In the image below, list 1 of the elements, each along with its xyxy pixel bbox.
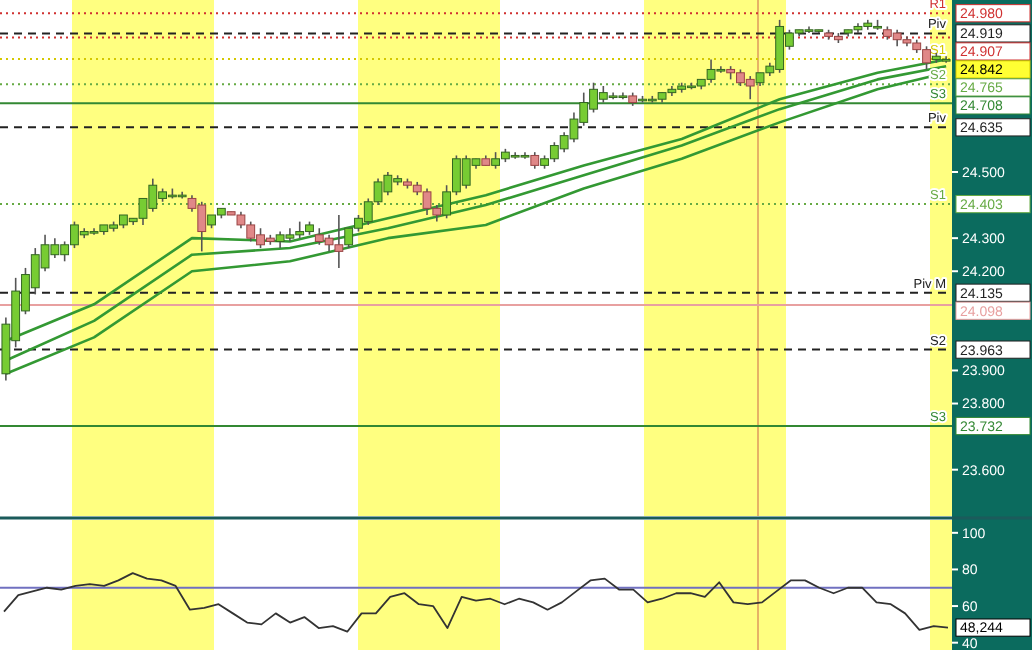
line-series: [3, 572, 949, 633]
